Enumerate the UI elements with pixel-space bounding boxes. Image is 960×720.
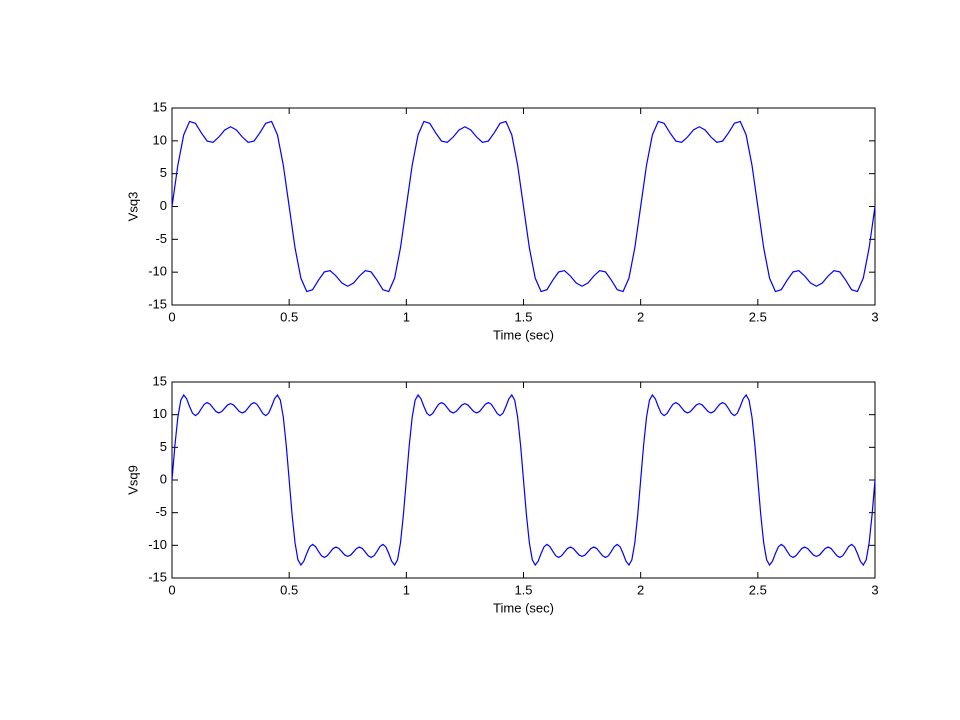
x-tick-label: 2.5 xyxy=(749,309,767,324)
y-tick-label: 15 xyxy=(153,99,167,114)
y-tick-label: 10 xyxy=(153,406,167,421)
y-tick-label: -5 xyxy=(155,231,167,246)
y-tick-label: -15 xyxy=(148,569,167,584)
y-axis-label: Vsq3 xyxy=(125,192,140,222)
x-tick-label: 0 xyxy=(168,309,175,324)
x-tick-label: 1 xyxy=(403,582,410,597)
y-tick-label: -5 xyxy=(155,504,167,519)
y-axis-label: Vsq9 xyxy=(125,465,140,495)
x-tick-label: 2 xyxy=(637,309,644,324)
x-tick-label: 1.5 xyxy=(514,582,532,597)
x-axis-label: Time (sec) xyxy=(493,600,554,615)
y-tick-label: 15 xyxy=(153,373,167,388)
x-tick-label: 2.5 xyxy=(749,582,767,597)
x-axis-label: Time (sec) xyxy=(493,327,554,342)
x-tick-label: 0.5 xyxy=(280,309,298,324)
y-tick-label: -10 xyxy=(148,537,167,552)
data-line xyxy=(171,393,876,567)
y-tick-label: 5 xyxy=(160,439,167,454)
x-tick-label: 3 xyxy=(871,582,878,597)
y-tick-label: 5 xyxy=(160,165,167,180)
x-tick-label: 3 xyxy=(871,309,878,324)
x-tick-label: 1 xyxy=(403,309,410,324)
y-tick-label: -10 xyxy=(148,264,167,279)
y-tick-label: 10 xyxy=(153,132,167,147)
x-tick-label: 1.5 xyxy=(514,309,532,324)
y-tick-label: 0 xyxy=(160,471,167,486)
x-tick-label: 2 xyxy=(637,582,644,597)
y-tick-label: -15 xyxy=(148,296,167,311)
x-tick-label: 0.5 xyxy=(280,582,298,597)
x-tick-label: 0 xyxy=(168,582,175,597)
y-tick-label: 0 xyxy=(160,198,167,213)
data-line xyxy=(171,120,876,293)
